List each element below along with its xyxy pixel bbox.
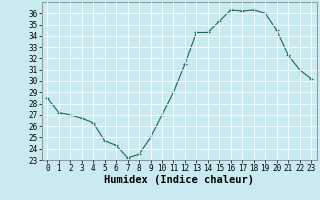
X-axis label: Humidex (Indice chaleur): Humidex (Indice chaleur) <box>104 175 254 185</box>
